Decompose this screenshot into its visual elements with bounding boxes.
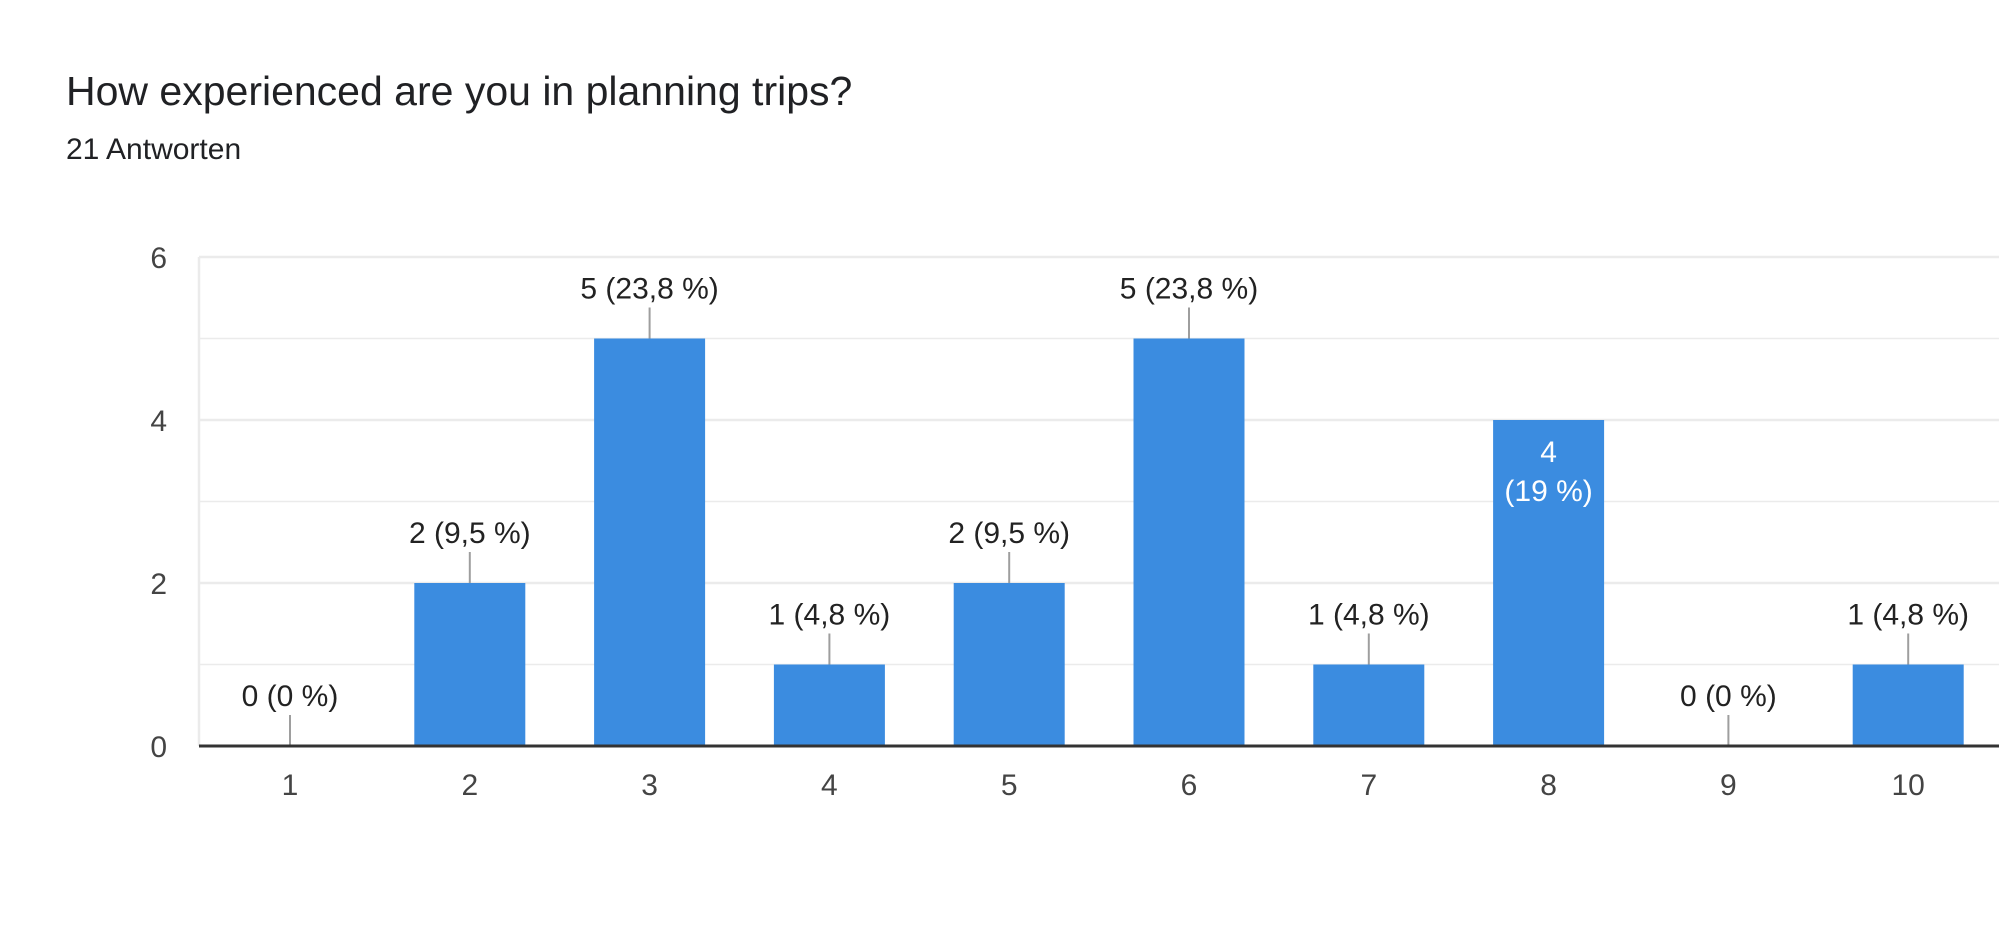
response-count: 21 Antworten: [66, 133, 242, 166]
x-tick-label: 7: [1360, 769, 1377, 802]
bar: [1852, 664, 1964, 746]
data-label: 1 (4,8 %): [769, 599, 891, 632]
question-title: How experienced are you in planning trip…: [66, 68, 853, 114]
data-label: 0 (0 %): [242, 680, 339, 713]
data-label: 4: [1540, 436, 1557, 469]
bar: [773, 664, 885, 746]
data-label: 1 (4,8 %): [1308, 599, 1430, 632]
x-tick-label: 3: [641, 769, 658, 802]
bar: [1133, 338, 1245, 746]
data-label-line2: (19 %): [1504, 475, 1592, 508]
x-tick-label: 4: [821, 769, 838, 802]
x-tick-label: 5: [1001, 769, 1018, 802]
data-label: 2 (9,5 %): [409, 517, 531, 550]
data-label: 5 (23,8 %): [1120, 273, 1258, 306]
y-tick-label: 4: [150, 405, 167, 438]
data-label: 5 (23,8 %): [580, 273, 718, 306]
x-tick-label: 6: [1181, 769, 1198, 802]
x-tick-label: 10: [1892, 769, 1925, 802]
x-tick-label: 2: [461, 769, 478, 802]
bar: [953, 583, 1065, 746]
bar: [594, 338, 706, 746]
bar: [1313, 664, 1425, 746]
bar: [1493, 420, 1605, 746]
y-tick-label: 2: [150, 568, 167, 601]
data-label: 0 (0 %): [1680, 680, 1777, 713]
bar: [414, 583, 526, 746]
data-label: 1 (4,8 %): [1847, 599, 1969, 632]
data-label: 2 (9,5 %): [948, 517, 1070, 550]
x-tick-label: 8: [1540, 769, 1557, 802]
y-tick-label: 6: [150, 242, 167, 275]
x-tick-label: 9: [1720, 769, 1737, 802]
y-tick-label: 0: [150, 731, 167, 764]
x-tick-label: 1: [282, 769, 299, 802]
